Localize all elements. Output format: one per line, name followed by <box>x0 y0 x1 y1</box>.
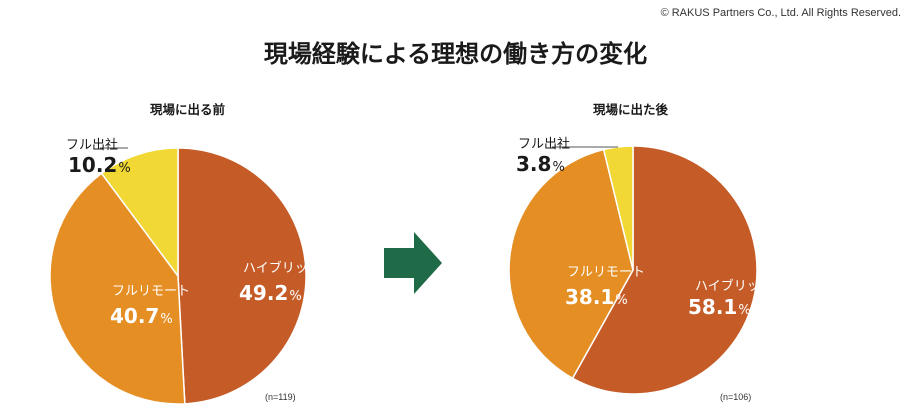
slice-value-hybrid-after: 58.1% <box>688 295 751 319</box>
slice-label-full-remote-before: フルリモート <box>112 284 190 299</box>
pie-slice-hybrid-after <box>571 145 758 395</box>
slice-label-hybrid-before: ハイブリット <box>243 260 321 276</box>
pie-slice-full-office-before <box>100 147 179 279</box>
copyright-notice: © RAKUS Partners Co., Ltd. All Rights Re… <box>660 7 901 19</box>
slice-label-hybrid-after: ハイブリット <box>695 278 773 294</box>
slice-value-full-office-after: 3.8% <box>516 152 565 176</box>
slice-label-full-office-after: フル出社 <box>518 136 570 152</box>
right-arrow-icon <box>384 232 442 294</box>
slice-value-full-office-before: 10.2% <box>68 153 131 177</box>
pie-slice-full-office-after <box>602 145 634 271</box>
slice-label-full-office-before: フル出社 <box>66 137 118 153</box>
slice-value-hybrid-before: 49.2% <box>239 281 302 305</box>
pie-slice-hybrid-before <box>177 147 307 405</box>
sample-size-after: (n=106) <box>720 392 752 402</box>
pie-slice-full-remote-after <box>508 148 634 380</box>
chart-title-before: 現場に出る前 <box>150 102 226 117</box>
chart-title-after: 現場に出た後 <box>593 102 669 117</box>
sample-size-before: (n=119) <box>265 392 296 402</box>
slice-label-full-remote-after: フルリモート <box>567 265 645 280</box>
pie-slice-full-remote-before <box>49 172 186 405</box>
slice-value-full-remote-after: 38.1% <box>565 285 628 309</box>
slice-value-full-remote-before: 40.7% <box>110 304 173 328</box>
page-title: 現場経験による理想の働き方の変化 <box>263 40 648 68</box>
